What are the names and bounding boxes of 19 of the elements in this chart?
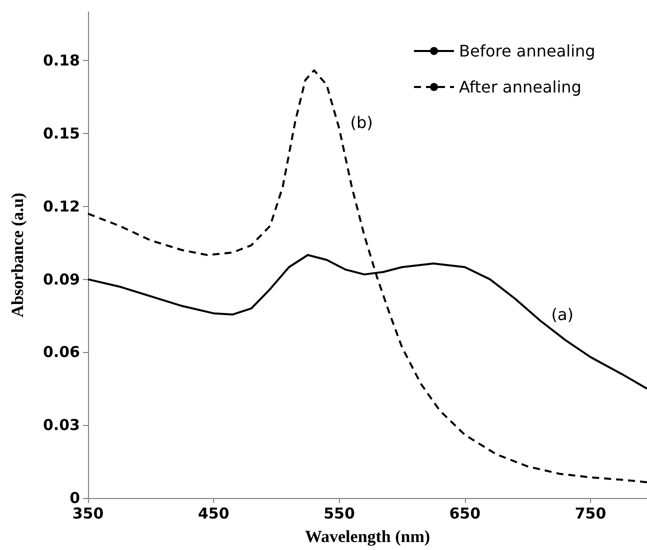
y-tick-label: 0.18	[42, 52, 80, 70]
x-tick-label: 750	[574, 504, 606, 522]
y-axis-title: Absorbance (a.u)	[8, 192, 27, 318]
x-tick-label: 550	[324, 504, 355, 522]
legend-label: After annealing	[459, 78, 582, 96]
x-tick-label: 650	[449, 504, 481, 522]
y-tick-label: 0.12	[42, 197, 80, 216]
legend-label: Before annealing	[459, 42, 596, 60]
y-tick-label: 0.15	[42, 124, 80, 142]
x-tick-label: 450	[198, 504, 230, 522]
x-axis-title: Wavelength (nm)	[304, 527, 430, 546]
y-tick-label: 0.09	[42, 270, 80, 288]
annotation: (b)	[350, 113, 373, 132]
x-tick-label: 350	[72, 504, 104, 522]
y-tick-label: 0.06	[42, 343, 80, 362]
line-series	[87, 69, 647, 484]
annotation: (a)	[551, 305, 574, 324]
y-tick-label: 0.03	[42, 416, 80, 434]
y-tick-label: 0	[70, 489, 80, 507]
